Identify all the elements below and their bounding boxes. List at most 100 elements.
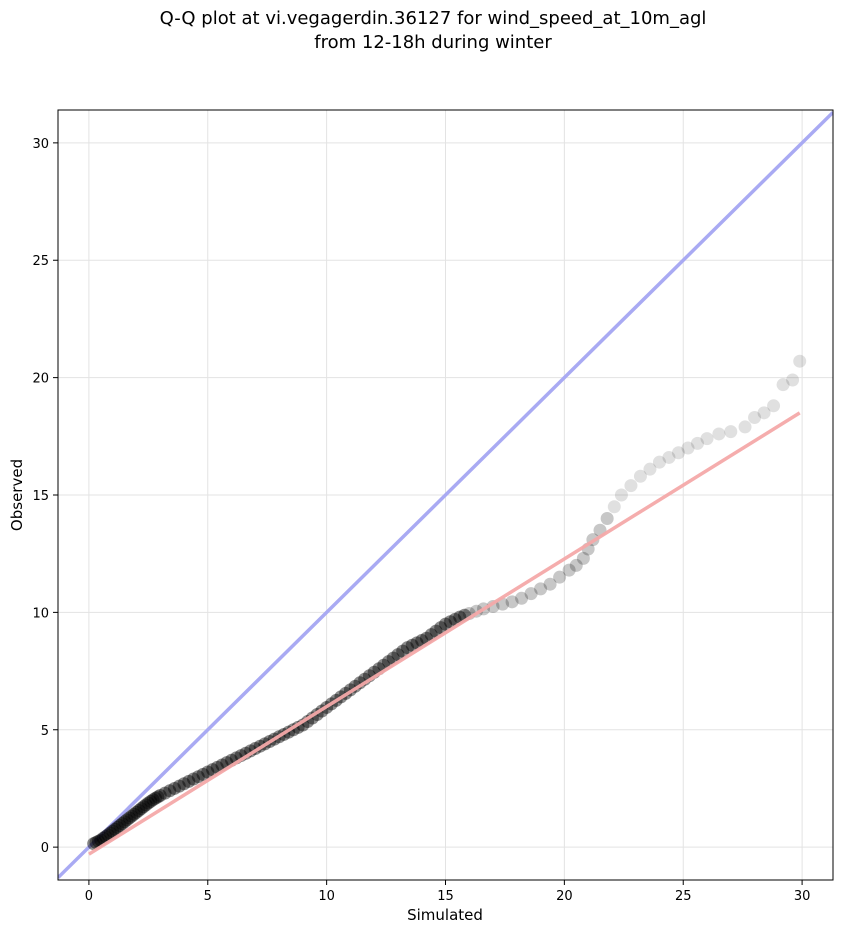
x-tick-label: 0 [85,889,93,904]
qq-point [127,807,141,821]
qq-point [167,781,181,795]
qq-point [448,612,462,626]
qq-point [87,837,101,851]
reference-lines [58,111,833,879]
qq-point [614,488,628,502]
qq-point [139,798,153,812]
qq-point [793,354,807,368]
chart-title-line-1: Q-Q plot at vi.vegagerdin.36127 for wind… [160,8,707,29]
qq-point [113,819,127,833]
qq-point [144,794,158,808]
qq-point [748,411,762,425]
y-tick-label: 5 [41,724,49,739]
y-axis-label: Observed [8,459,26,531]
qq-point [110,820,124,834]
qq-point [562,563,576,577]
qq-point [137,800,151,814]
qq-point [410,636,424,650]
qq-point [633,469,647,483]
y-tick-label: 15 [32,489,49,504]
qq-point [576,551,590,565]
fit-line [87,411,801,856]
qq-point [153,788,167,802]
chart-title-line-2: from 12-18h during winter [314,32,552,53]
qq-point [196,767,210,781]
qq-point [434,621,448,635]
qq-point [158,786,172,800]
y-tick-label: 10 [32,606,49,621]
qq-point [103,826,117,840]
qq-point [187,772,201,786]
qq-point [120,813,134,827]
x-axis-ticks: 0 5 10 15 20 25 30 [85,880,811,904]
x-tick-label: 30 [794,889,811,904]
qq-point [129,805,143,819]
qq-point [405,638,419,652]
y-tick-label: 0 [41,841,49,856]
qq-point [177,777,191,791]
x-tick-label: 25 [675,889,692,904]
qq-point [724,425,738,439]
qq-point [786,373,800,387]
qq-point [505,595,519,609]
qq-point [652,455,666,469]
qq-point [776,378,790,392]
qq-point [146,793,160,807]
y-axis-ticks: 0 5 10 15 20 25 30 [32,137,58,856]
qq-point [122,811,136,825]
qq-point [206,763,220,777]
qq-point [118,815,132,829]
qq-point [125,809,139,823]
grid-lines [58,110,833,880]
qq-point [134,802,148,816]
qq-point [106,824,120,838]
x-tick-label: 20 [556,889,573,904]
y-tick-label: 30 [32,137,49,152]
qq-point [439,617,452,631]
qq-point [681,441,695,455]
x-tick-label: 5 [204,889,212,904]
qq-point [172,779,186,793]
x-axis-label: Simulated [407,906,483,924]
y-tick-label: 20 [32,372,49,387]
qq-point [643,462,657,476]
qq-point [690,436,704,450]
qq-point [600,511,614,525]
qq-point [108,822,122,836]
qq-point [662,450,676,464]
qq-point [201,765,215,779]
qq-point [163,784,177,798]
qq-point [757,406,771,420]
qq-point [671,446,685,460]
qq-point [151,790,165,804]
qq-point [712,427,726,441]
qq-point [569,558,583,572]
qq-point [396,644,410,658]
identity-line [58,111,833,879]
qq-point [391,648,405,662]
qq-point [524,587,538,601]
qq-point [515,591,529,605]
qq-point [443,615,457,629]
x-tick-label: 15 [437,889,454,904]
qq-point [553,570,567,584]
qq-point [624,479,638,493]
qq-point [148,791,162,805]
qq-point [543,577,557,591]
qq-point [115,817,129,831]
qq-point [101,828,115,842]
data-points [87,354,807,856]
qq-point [141,796,155,810]
y-tick-label: 25 [32,254,49,269]
qq-point [767,399,781,413]
qq-point [400,641,414,655]
qq-point [132,804,146,818]
qq-point [534,582,548,596]
qq-point [700,432,714,446]
qq-point [429,624,443,638]
x-tick-label: 10 [318,889,335,904]
qq-point [182,774,196,788]
qq-point [607,500,621,514]
qq-point [738,420,752,434]
